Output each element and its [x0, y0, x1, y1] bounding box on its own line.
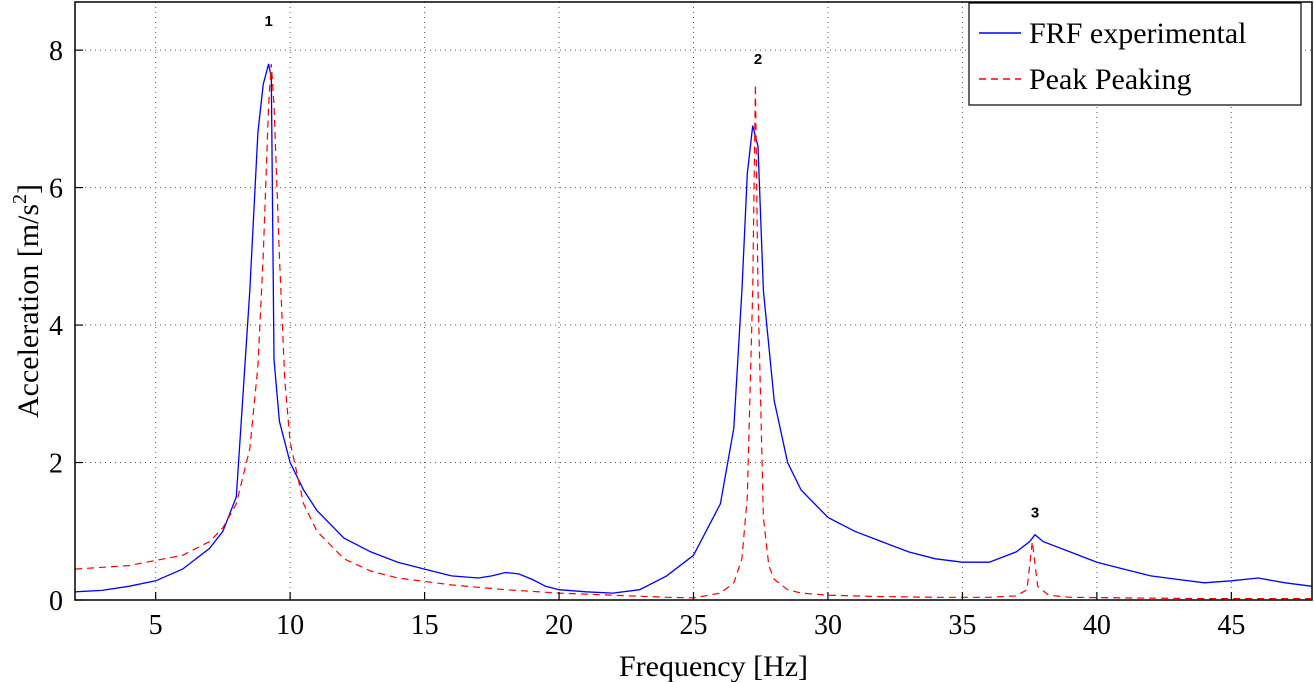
y-tick-label-4: 4 [49, 311, 63, 342]
y-tick-label-6: 6 [49, 174, 63, 205]
series-layer [74, 63, 1313, 600]
x-tick-label-20: 20 [545, 610, 573, 641]
x-axis-title: Frequency [Hz] [619, 650, 808, 682]
x-tick-label-10: 10 [276, 610, 304, 641]
legend-box [968, 2, 1302, 106]
y-tick-label-8: 8 [49, 36, 63, 67]
x-tick-label-30: 30 [814, 610, 842, 641]
x-tick-label-40: 40 [1083, 610, 1111, 641]
y-axis-title-main: Acceleration [m/s [12, 204, 45, 418]
x-tick-label-45: 45 [1217, 610, 1245, 641]
peak-label-3: 3 [1031, 505, 1039, 522]
y-axis-title: Acceleration [m/s2] [9, 184, 45, 418]
series-line-peak-peaking [74, 63, 1312, 600]
peak-label-1: 1 [264, 13, 272, 30]
legend-label-peak-peaking: Peak Peaking [1029, 63, 1191, 96]
x-tick-label-5: 5 [149, 610, 163, 641]
y-tick-label-2: 2 [49, 449, 63, 480]
series-line-frf-experimental [74, 63, 1313, 594]
y-axis-title-end: ] [12, 184, 45, 194]
x-tick-label-35: 35 [948, 610, 976, 641]
axis-ticks: 5 10 15 20 25 30 35 40 45 0 2 4 6 8 [49, 36, 1245, 641]
x-tick-label-25: 25 [680, 610, 708, 641]
y-tick-label-0: 0 [49, 586, 63, 617]
y-axis-title-superscript: 2 [9, 194, 31, 204]
peak-label-2: 2 [754, 51, 762, 68]
peak-annotations: 1 2 3 [264, 13, 1039, 521]
legend: FRF experimental Peak Peaking [968, 2, 1302, 106]
x-tick-label-15: 15 [411, 610, 439, 641]
legend-label-frf-experimental: FRF experimental [1029, 17, 1246, 50]
